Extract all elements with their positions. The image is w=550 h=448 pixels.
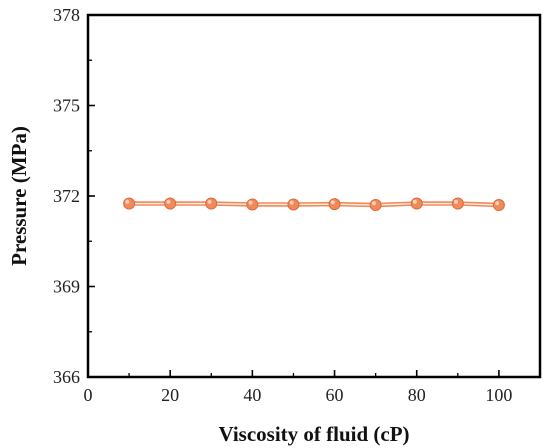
data-point [410,197,423,210]
y-tick-label: 372 [53,186,80,206]
data-point-shine [289,200,294,205]
x-tick-label: 60 [326,385,344,405]
data-point-shine [166,199,171,204]
y-tick-label: 375 [53,96,80,116]
data-point-shine [248,200,253,205]
data-point [492,199,505,212]
data-point [328,198,341,211]
x-axis-ticks: 0 20 40 60 80 100 [84,370,512,405]
x-axis-title: Viscosity of fluid (cP) [218,422,409,446]
data-point [246,198,259,211]
x-tick-label: 100 [485,385,512,405]
data-point-shine [125,199,130,204]
series-line-highlight [129,202,499,206]
y-tick-label: 378 [53,5,80,25]
data-point [164,197,177,210]
data-point [369,199,382,212]
data-point [205,197,218,210]
plot-area [86,13,542,379]
series-layer [123,197,505,212]
x-tick-label: 40 [243,385,261,405]
data-point-shine [207,199,212,204]
data-point [123,197,136,210]
y-axis-ticks: 366 369 372 375 378 [53,5,95,387]
data-point-shine [371,201,376,206]
data-point [287,198,300,211]
data-point [451,197,464,210]
x-tick-label: 80 [408,385,426,405]
x-tick-label: 0 [84,385,93,405]
y-tick-label: 366 [53,367,80,387]
y-tick-label: 369 [53,277,80,297]
data-point-shine [412,199,417,204]
data-point-shine [454,199,459,204]
data-point-shine [330,200,335,205]
data-point-shine [495,201,500,206]
plot-frame [86,13,542,379]
x-tick-label: 20 [161,385,179,405]
y-axis-title: Pressure (MPa) [7,126,31,266]
